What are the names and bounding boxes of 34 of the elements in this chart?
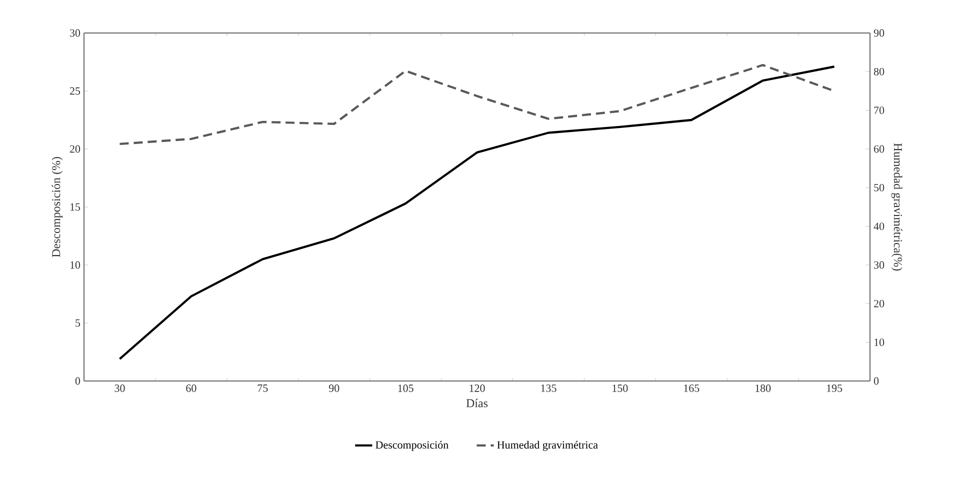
x-tick-label: 105 <box>398 384 414 392</box>
y2-tick-label: 0 <box>874 377 879 385</box>
y2-tick-label: 60 <box>874 145 884 153</box>
y2-tick-label: 30 <box>874 261 884 269</box>
y2-tick-label: 90 <box>874 29 884 37</box>
y-tick-label: 15 <box>70 203 80 211</box>
legend-label: Descomposición <box>376 440 448 451</box>
y2-tick-label: 50 <box>874 184 884 192</box>
x-tick-label: 30 <box>114 384 125 392</box>
legend-label: Humedad gravimétrica <box>497 440 598 451</box>
y2-tick-label: 80 <box>874 68 884 76</box>
x-tick-label: 120 <box>470 384 485 392</box>
y2-tick-label: 20 <box>874 300 884 308</box>
y-tick-label: 0 <box>75 377 80 385</box>
y2-tick-label: 70 <box>874 106 884 114</box>
y2-tick-label: 10 <box>874 338 884 346</box>
x-tick-label: 165 <box>684 384 700 392</box>
x-axis-title: Días <box>466 398 488 408</box>
y-tick-label: 30 <box>70 29 80 37</box>
x-tick-label: 60 <box>186 384 196 392</box>
x-tick-label: 135 <box>541 384 556 392</box>
x-tick-label: 90 <box>328 384 340 392</box>
y-tick-label: 10 <box>70 261 80 269</box>
y-tick-label: 20 <box>70 145 80 153</box>
y-tick-label: 5 <box>76 319 80 327</box>
y-axis-title: Descomposición (%) <box>52 157 63 258</box>
y2-axis-title: Humedad gravimétrica(%) <box>891 143 902 271</box>
line-series <box>118 66 836 360</box>
x-tick-label: 195 <box>826 384 842 392</box>
x-tick-label: 150 <box>612 384 628 392</box>
x-tick-label: 180 <box>756 384 771 392</box>
y-tick-label: 25 <box>70 87 80 95</box>
y2-tick-label: 40 <box>874 222 884 230</box>
x-tick-label: 75 <box>258 384 268 392</box>
